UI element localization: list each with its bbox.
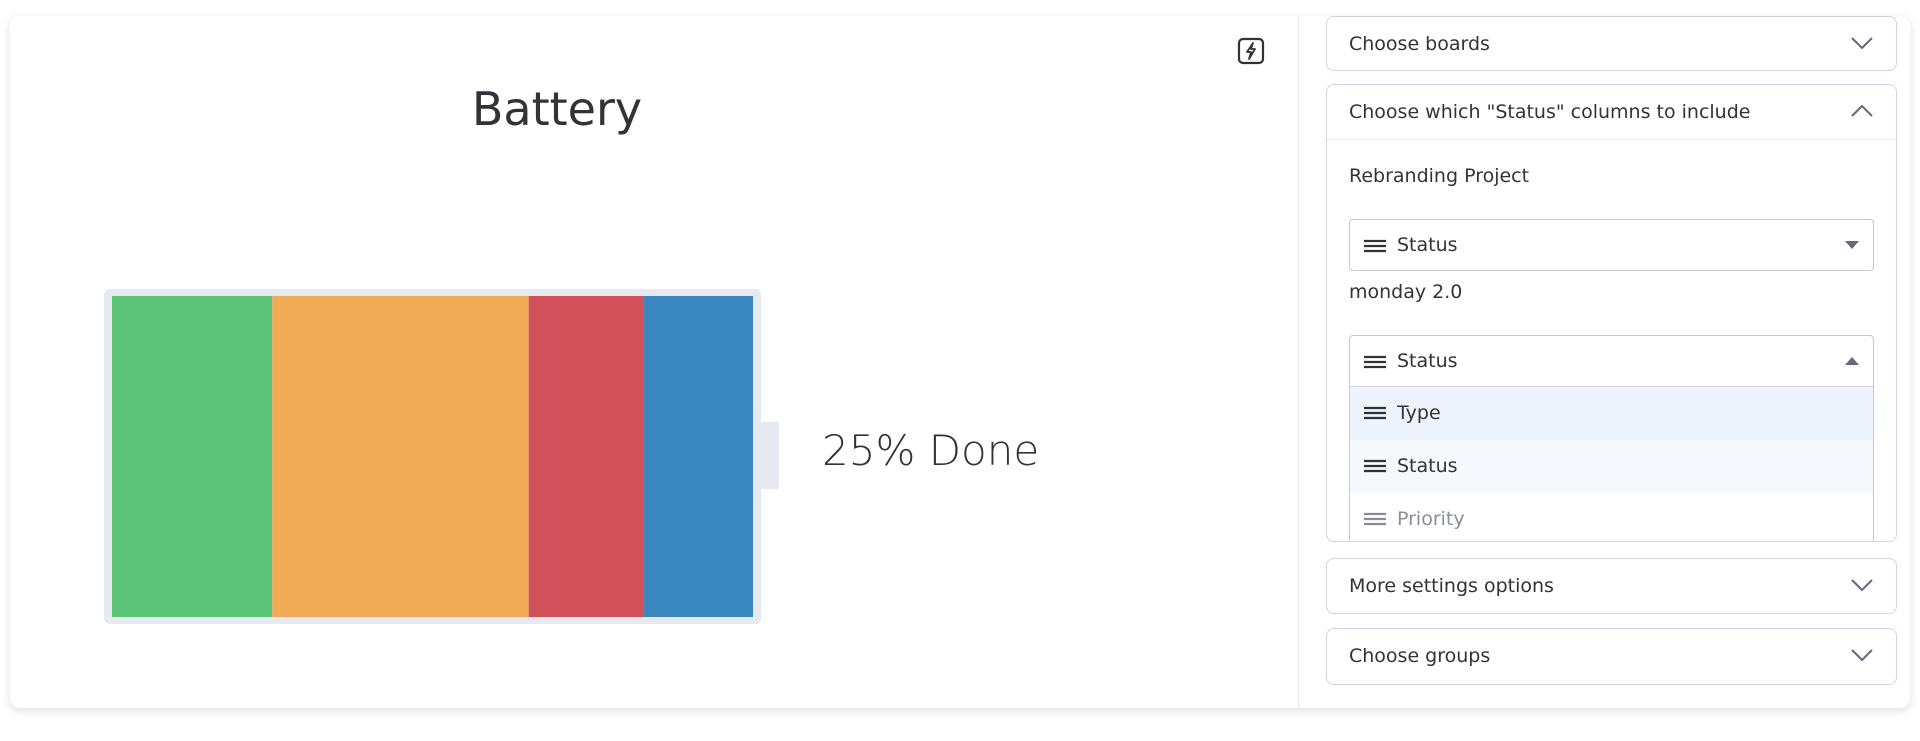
panel-header: Choose boards [1327,17,1896,71]
column-select-open[interactable]: Status Type Status Priority [1349,335,1874,541]
lightning-icon[interactable] [1236,36,1266,66]
chevron-up [1851,104,1873,117]
dropdown-option[interactable]: Priority [1350,493,1873,541]
battery-segment [272,296,529,617]
panel-header[interactable]: Choose which "Status" columns to include [1327,85,1896,140]
dropdown-option[interactable]: Status [1350,440,1873,493]
column-icon [1364,459,1386,473]
select-value: Status [1397,234,1458,256]
column-select[interactable]: Status [1349,219,1874,271]
panel-title: More settings options [1349,575,1554,597]
column-icon [1364,239,1386,253]
more-settings-panel[interactable]: More settings options [1326,558,1897,614]
panel-header: Choose groups [1327,629,1896,683]
done-label: 25% Done [822,426,1040,475]
battery-segment [112,296,273,617]
divider [1298,16,1299,708]
board-name: monday 2.0 [1349,281,1463,303]
option-label: Status [1397,455,1458,477]
option-label: Priority [1397,508,1465,530]
dropdown-arrow [1845,357,1859,365]
option-label: Type [1397,402,1441,424]
select-value: Status [1397,350,1458,372]
choose-groups-panel[interactable]: Choose groups [1326,628,1897,685]
widget-card: Battery 25% Done Choose boards Choose wh… [10,16,1910,708]
dropdown-arrow [1845,241,1859,249]
dropdown-list: Type Status Priority [1350,386,1873,530]
panel-header: More settings options [1327,559,1896,613]
column-icon [1364,512,1386,526]
dropdown-option[interactable]: Type [1350,387,1873,440]
chevron-down [1851,579,1873,592]
board-name: Rebranding Project [1349,165,1530,187]
panel-title: Choose groups [1349,645,1491,667]
chevron-down [1851,649,1873,662]
battery-nub [761,422,779,489]
status-columns-panel: Choose which "Status" columns to include… [1326,84,1897,542]
battery-segment [528,296,645,617]
battery-segment [644,296,753,617]
battery [104,289,779,624]
chevron-down [1851,37,1873,50]
column-icon [1364,406,1386,420]
panel-title: Choose which "Status" columns to include [1349,101,1751,123]
panel-title: Choose boards [1349,33,1490,55]
widget-title: Battery [471,82,643,136]
column-icon [1364,355,1386,369]
choose-boards-panel[interactable]: Choose boards [1326,16,1897,71]
